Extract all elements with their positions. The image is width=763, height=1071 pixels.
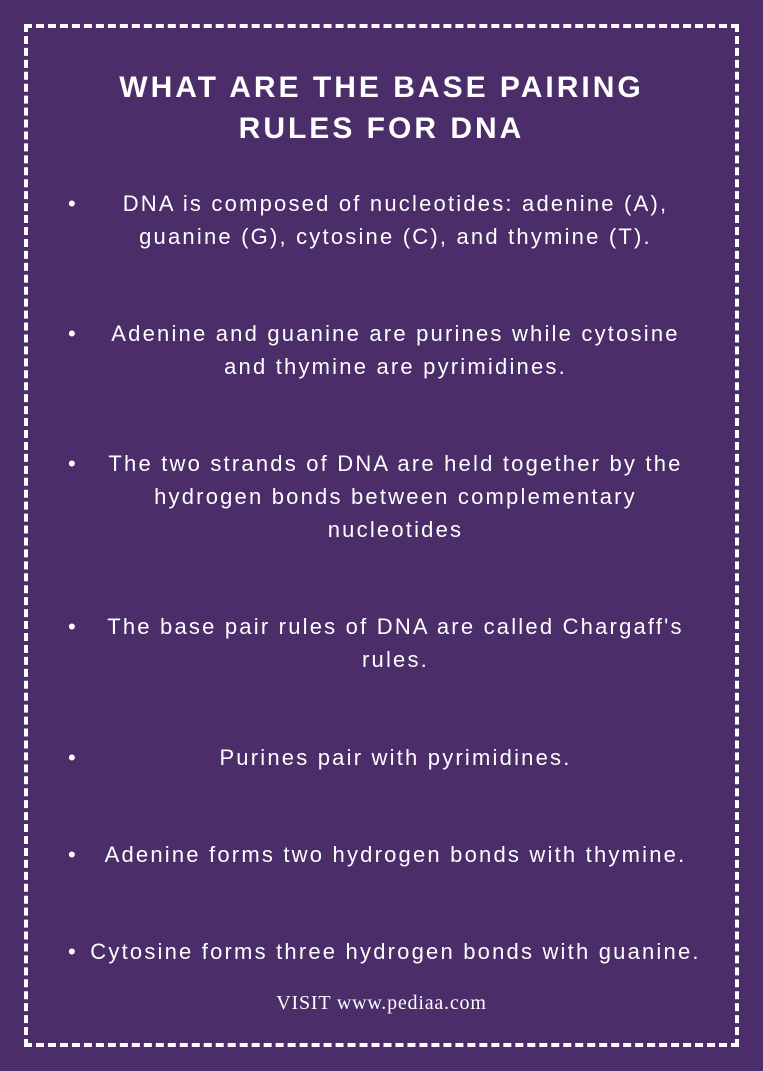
list-item: Adenine and guanine are purines while cy… — [60, 317, 703, 383]
list-item: Cytosine forms three hydrogen bonds with… — [60, 935, 703, 968]
page-title: WHAT ARE THE BASE PAIRING RULES FOR DNA — [60, 68, 703, 149]
footer-text: VISIT www.pediaa.com — [60, 992, 703, 1015]
list-item: The base pair rules of DNA are called Ch… — [60, 610, 703, 676]
content-frame: WHAT ARE THE BASE PAIRING RULES FOR DNA … — [24, 24, 739, 1047]
list-item: Adenine forms two hydrogen bonds with th… — [60, 838, 703, 871]
bullet-list: DNA is composed of nucleotides: adenine … — [60, 187, 703, 986]
list-item: Purines pair with pyrimidines. — [60, 741, 703, 774]
list-item: DNA is composed of nucleotides: adenine … — [60, 187, 703, 253]
list-item: The two strands of DNA are held together… — [60, 447, 703, 546]
